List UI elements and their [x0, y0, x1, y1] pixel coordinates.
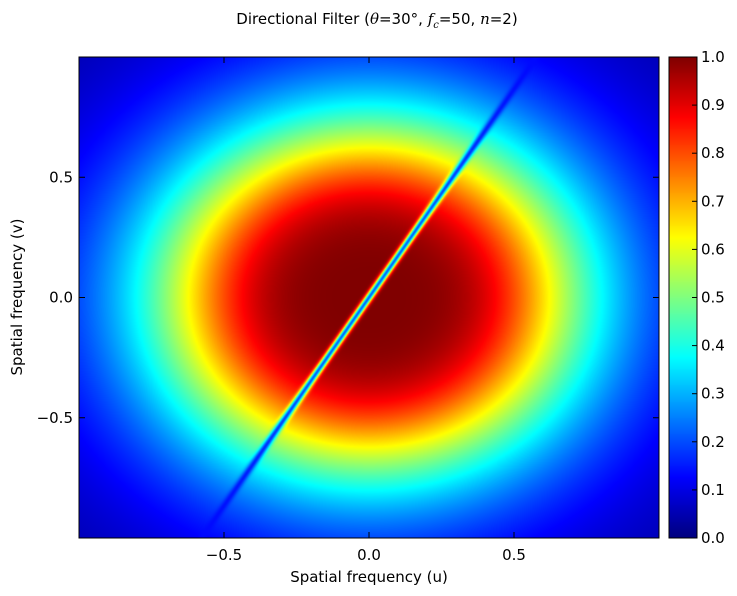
- colorbar-tick-label: 1.0: [701, 48, 725, 66]
- heatmap-image: [79, 57, 659, 538]
- title-prefix: Directional Filter (: [236, 10, 370, 28]
- heatmap-container: [79, 57, 659, 538]
- x-tick-label: −0.5: [206, 546, 242, 564]
- title-n: n: [480, 10, 490, 28]
- colorbar-tick-label: 0.2: [701, 433, 725, 451]
- y-tick-label: 0.5: [49, 168, 73, 186]
- y-axis-ticks: −0.5 0.0 0.5: [37, 168, 659, 427]
- colorbar-tick-label: 0.8: [701, 144, 725, 162]
- title-n-value: =2): [490, 10, 518, 28]
- x-axis-label: Spatial frequency (u): [290, 568, 448, 586]
- x-axis-ticks: −0.5 0.0 0.5: [206, 57, 526, 564]
- colorbar-tick-label: 0.9: [701, 96, 725, 114]
- colorbar-tick-label: 0.1: [701, 481, 725, 499]
- title-fc-value: =50,: [439, 10, 480, 28]
- chart-title: Directional Filter (θ=30°, fc=50, n=2): [236, 10, 517, 31]
- x-tick-label: 0.0: [357, 546, 381, 564]
- colorbar-tick-label: 0.6: [701, 240, 725, 258]
- colorbar-tick-label: 0.4: [701, 337, 725, 355]
- colorbar-tick-label: 0.5: [701, 289, 725, 307]
- y-tick-label: 0.0: [49, 289, 73, 307]
- colorbar-tick-label: 0.7: [701, 192, 725, 210]
- y-tick-label: −0.5: [37, 409, 73, 427]
- colorbar-ticks: 0.0 0.1 0.2 0.3 0.4 0.5 0.6 0.7 0.8 0.9 1.0: [692, 48, 725, 547]
- colorbar-tick-label: 0.0: [701, 529, 725, 547]
- y-axis-label: Spatial frequency (v): [8, 219, 26, 376]
- title-f-subscript: c: [433, 20, 439, 31]
- title-f: f: [427, 10, 436, 28]
- title-theta-value: =30°,: [379, 10, 428, 28]
- x-tick-label: 0.5: [502, 546, 526, 564]
- colorbar-tick-label: 0.3: [701, 385, 725, 403]
- title-theta: θ: [370, 10, 379, 28]
